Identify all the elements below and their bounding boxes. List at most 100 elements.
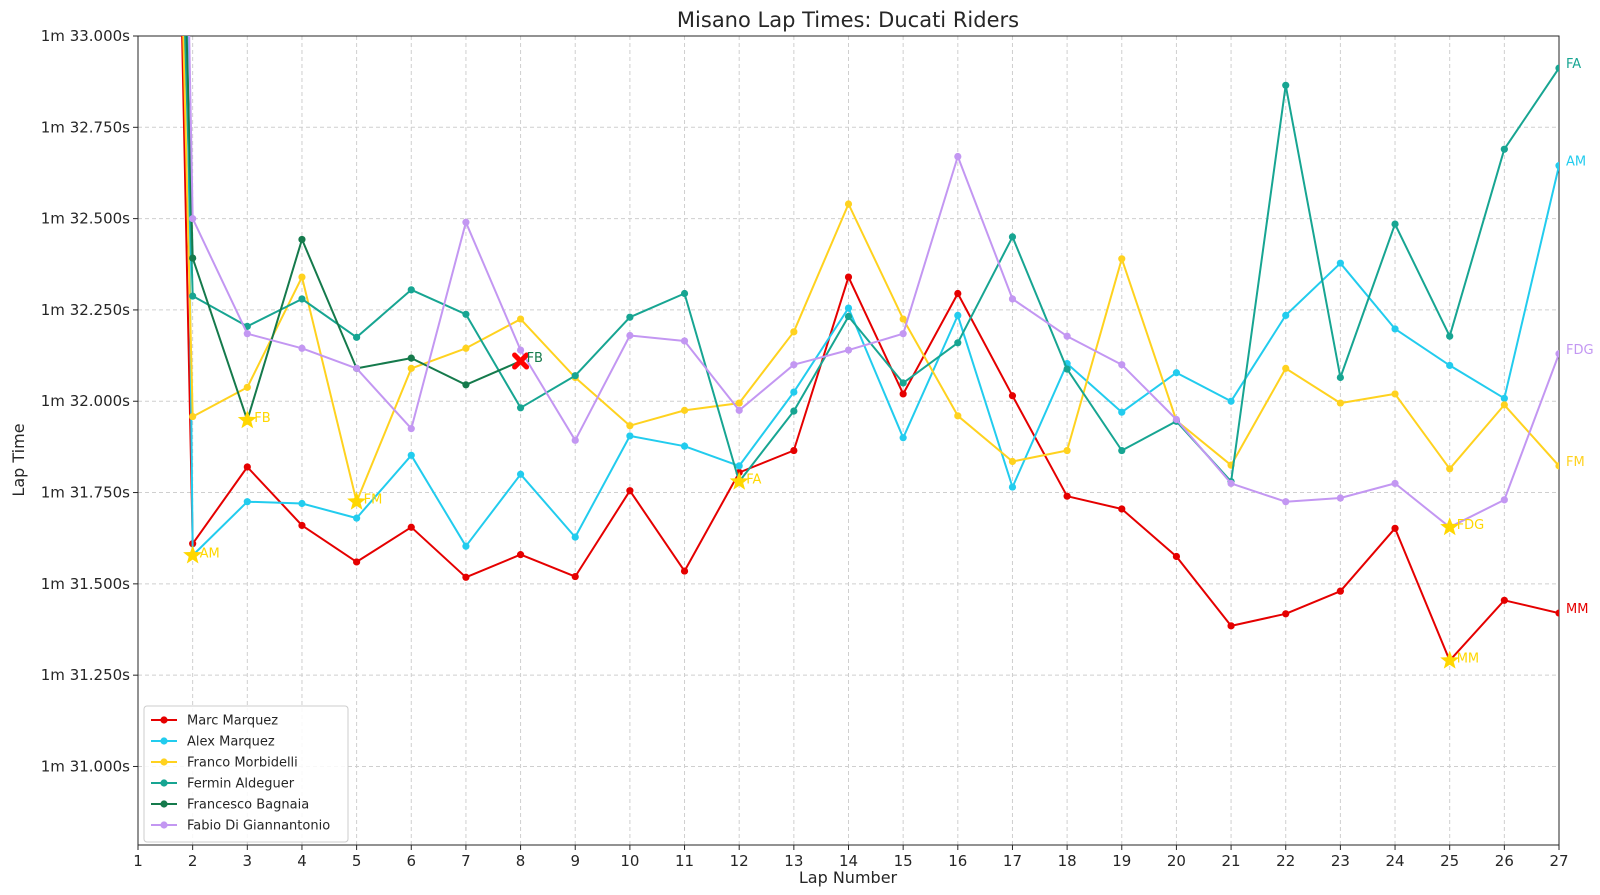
crash-marker	[512, 352, 530, 370]
data-point	[954, 289, 962, 298]
x-tick-label: 26	[1495, 852, 1514, 870]
data-point	[1500, 496, 1508, 504]
data-point	[1555, 609, 1559, 617]
data-point	[1555, 462, 1559, 470]
y-axis-label: Lap Time	[9, 423, 28, 496]
x-tick-label: 17	[1003, 852, 1022, 870]
data-point	[571, 533, 579, 541]
data-point	[844, 273, 853, 281]
x-tick-label: 14	[839, 852, 858, 870]
data-point	[844, 200, 853, 208]
x-tick-label: 16	[948, 852, 967, 870]
data-point	[189, 254, 197, 262]
data-point	[298, 499, 306, 508]
x-tick-label: 19	[1112, 852, 1131, 870]
legend-label: Franco Morbidelli	[187, 756, 298, 771]
data-point	[680, 337, 689, 345]
data-point	[1555, 64, 1559, 72]
x-tick-label: 18	[1058, 852, 1077, 870]
best-lap-label: FB	[254, 411, 270, 426]
data-point	[1118, 361, 1126, 369]
legend-box	[143, 705, 349, 843]
data-point	[243, 330, 251, 338]
data-point	[1446, 332, 1454, 340]
y-tick-label: 1m 32.250s	[41, 301, 130, 319]
data-point	[626, 313, 634, 321]
series-line	[185, 36, 521, 422]
data-point	[1336, 259, 1344, 267]
series-line	[188, 36, 1559, 529]
data-point	[571, 436, 579, 444]
data-point	[680, 567, 689, 575]
data-point	[462, 381, 470, 389]
best-lap-star	[1440, 517, 1460, 536]
data-point	[680, 406, 689, 414]
grid	[137, 35, 1560, 845]
data-point	[626, 331, 634, 340]
series-line	[186, 36, 1559, 557]
x-tick-label: 4	[297, 852, 307, 870]
data-point	[954, 152, 962, 161]
data-point	[516, 404, 525, 412]
data-point	[1008, 295, 1017, 303]
data-point	[407, 354, 415, 362]
data-point	[844, 312, 853, 321]
series-mm	[181, 36, 1559, 665]
data-point	[1227, 397, 1235, 405]
data-point	[899, 315, 907, 323]
plot-frame	[137, 35, 1560, 846]
data-point	[1500, 401, 1508, 409]
data-point	[735, 462, 743, 470]
y-tick-label: 1m 32.500s	[41, 210, 130, 228]
end-label: AM	[1566, 155, 1586, 170]
data-point	[243, 383, 251, 391]
x-tick-label: 22	[1276, 852, 1295, 870]
data-point	[353, 514, 361, 522]
end-label: FM	[1566, 455, 1585, 470]
data-point	[516, 315, 525, 323]
x-tick-label: 25	[1440, 852, 1459, 870]
legend-swatch-marker	[160, 737, 168, 745]
data-point	[189, 292, 197, 300]
x-tick-label: 2	[188, 852, 198, 870]
x-axis-label: Lap Number	[799, 868, 898, 887]
data-point	[1118, 505, 1126, 513]
data-point	[407, 425, 415, 433]
data-point	[954, 311, 962, 320]
data-point	[189, 412, 197, 421]
best-lap-label: MM	[1457, 652, 1479, 667]
x-tick-label: 11	[675, 852, 694, 870]
x-tick-label: 7	[461, 852, 471, 870]
data-point	[954, 412, 962, 420]
series-line	[184, 36, 1559, 483]
data-point	[1008, 457, 1017, 466]
legend-swatch-marker	[160, 716, 168, 724]
data-point	[790, 361, 798, 369]
x-tick-label: 6	[406, 852, 416, 870]
data-point	[243, 498, 251, 506]
data-point	[1336, 587, 1344, 595]
data-point	[1336, 399, 1344, 407]
data-point	[1500, 394, 1508, 402]
data-point	[1063, 365, 1071, 373]
chart-title: Misano Lap Times: Ducati Riders	[677, 8, 1019, 32]
data-point	[353, 558, 361, 566]
data-point	[680, 289, 689, 298]
data-point	[462, 573, 470, 581]
data-point	[407, 451, 415, 459]
data-point	[1391, 479, 1399, 488]
data-point	[462, 310, 470, 318]
data-point	[298, 273, 306, 281]
x-tick-label: 13	[784, 852, 803, 870]
data-point	[1282, 81, 1290, 89]
data-point	[298, 235, 306, 244]
data-point	[899, 330, 907, 338]
axes: 1 2 3 4 5 6 7 8 9 10 11 12 13 14 15 16 17 18 19 20 21 22 23 24 2…	[41, 27, 1569, 870]
x-tick-label: 23	[1331, 852, 1350, 870]
data-point	[516, 470, 525, 478]
legend-label: Marc Marquez	[187, 714, 278, 729]
data-point	[1391, 390, 1399, 398]
data-point	[407, 286, 415, 294]
data-point	[571, 572, 579, 581]
